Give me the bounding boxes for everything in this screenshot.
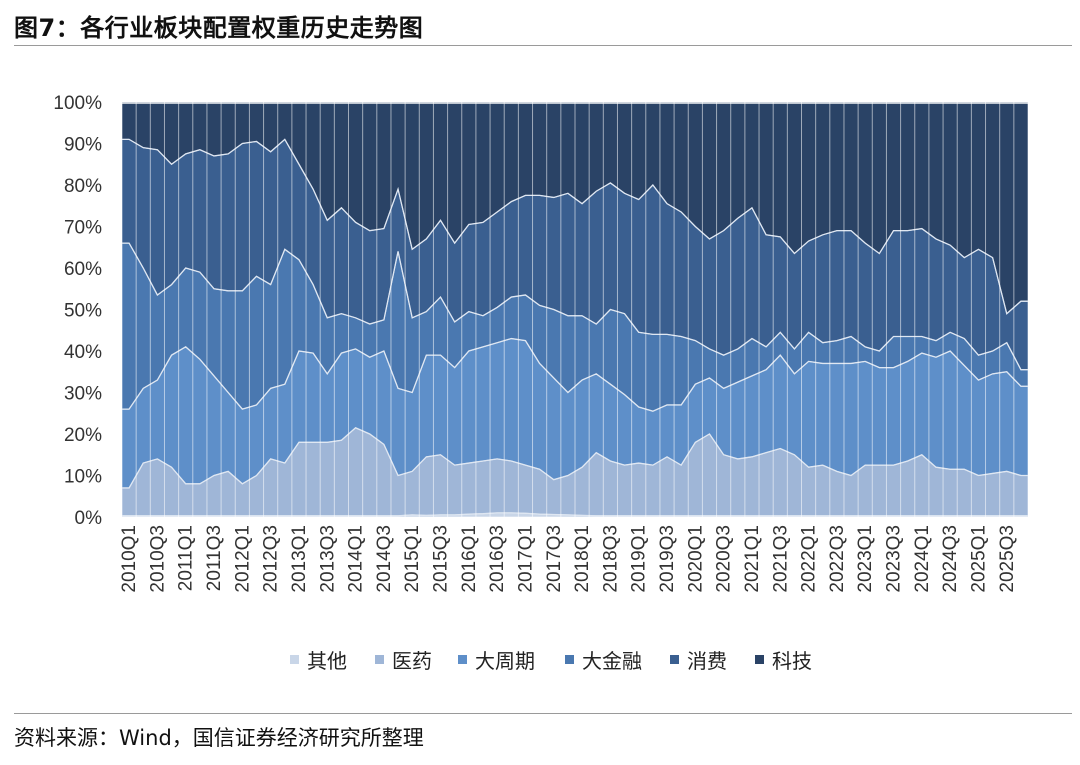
x-tick-label: 2015Q1	[402, 525, 423, 593]
y-axis: 0% 10% 20% 30% 40% 50% 60% 70% 80% 90% 100%	[53, 93, 102, 529]
x-tick-label: 2023Q1	[855, 525, 876, 593]
x-tick-label: 2011Q1	[176, 525, 197, 591]
x-tick-label: 2022Q3	[827, 525, 848, 593]
x-tick-label: 2020Q3	[714, 525, 735, 593]
legend-label: 消费	[687, 649, 727, 673]
x-tick-label: 2017Q1	[515, 525, 536, 593]
y-tick-label: 60%	[64, 259, 102, 280]
legend-swatch	[458, 655, 467, 664]
y-tick-label: 20%	[64, 425, 102, 446]
x-tick-label: 2021Q1	[742, 525, 763, 593]
x-tick-label: 2024Q3	[940, 525, 961, 593]
x-tick-label: 2022Q1	[799, 525, 820, 593]
x-tick-label: 2018Q3	[600, 525, 621, 593]
chart-title: 图7：各行业板块配置权重历史走势图	[14, 14, 424, 42]
x-tick-label: 2021Q3	[770, 525, 791, 593]
x-tick-label: 2010Q3	[147, 525, 168, 593]
y-tick-label: 30%	[64, 384, 102, 405]
legend-swatch	[670, 655, 679, 664]
x-tick-label: 2013Q3	[317, 525, 338, 593]
legend-label: 科技	[772, 649, 812, 673]
x-tick-label: 2011Q3	[204, 525, 225, 591]
x-tick-label: 2015Q3	[431, 525, 452, 593]
y-tick-label: 70%	[64, 218, 102, 239]
legend-label: 其他	[307, 649, 347, 673]
legend: 其他 医药 大周期 大金融 消费 科技	[290, 649, 812, 673]
footer-divider	[14, 713, 1072, 714]
x-tick-label: 2025Q3	[997, 525, 1018, 593]
x-tick-label: 2012Q1	[232, 525, 253, 593]
x-tick-label: 2019Q3	[657, 525, 678, 593]
y-tick-label: 90%	[64, 135, 102, 156]
title-divider	[14, 45, 1072, 46]
x-tick-label: 2018Q1	[572, 525, 593, 593]
x-tick-label: 2017Q3	[544, 525, 565, 593]
x-tick-label: 2016Q3	[487, 525, 508, 593]
legend-label: 医药	[392, 649, 432, 673]
x-tick-label: 2023Q3	[884, 525, 905, 593]
y-tick-label: 40%	[64, 342, 102, 363]
x-tick-label: 2020Q1	[685, 525, 706, 593]
legend-swatch	[755, 655, 764, 664]
x-tick-label: 2024Q1	[912, 525, 933, 593]
legend-swatch	[375, 655, 384, 664]
stacked-area-chart: 0%10%20%30%40%50%60%70%80%90%100%2010Q1 2…	[53, 93, 1029, 673]
x-axis: 2010Q1 2010Q3 2011Q1 2011Q3 2012Q1 2012Q3 2013…	[119, 525, 1018, 593]
x-tick-label: 2013Q1	[289, 525, 310, 593]
x-tick-label: 2014Q1	[346, 525, 367, 593]
y-tick-label: 100%	[53, 93, 102, 114]
y-tick-label: 0%	[75, 508, 103, 529]
x-tick-label: 2014Q3	[374, 525, 395, 593]
legend-label: 大周期	[475, 649, 535, 673]
x-tick-label: 2012Q3	[261, 525, 282, 593]
legend-swatch	[290, 655, 299, 664]
x-tick-label: 2010Q1	[119, 525, 140, 593]
legend-swatch	[565, 655, 574, 664]
column-separators	[135, 102, 1015, 517]
y-tick-label: 50%	[64, 301, 102, 322]
x-tick-label: 2019Q1	[629, 525, 650, 593]
legend-label: 大金融	[582, 649, 642, 673]
y-tick-label: 80%	[64, 176, 102, 197]
source-note: 资料来源：Wind，国信证券经济研究所整理	[14, 726, 424, 750]
x-tick-label: 2016Q1	[459, 525, 480, 593]
x-tick-label: 2025Q1	[968, 525, 989, 593]
y-tick-label: 10%	[64, 467, 102, 488]
